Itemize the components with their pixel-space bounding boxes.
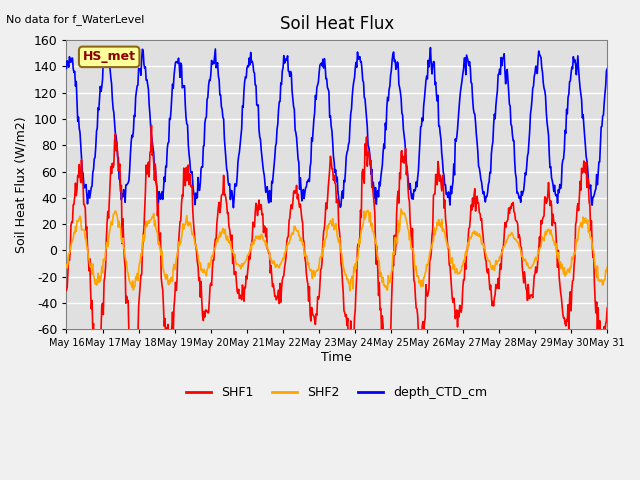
Text: No data for f_WaterLevel: No data for f_WaterLevel — [6, 14, 145, 25]
Text: HS_met: HS_met — [83, 50, 136, 63]
Y-axis label: Soil Heat Flux (W/m2): Soil Heat Flux (W/m2) — [15, 117, 28, 253]
X-axis label: Time: Time — [321, 351, 352, 364]
Title: Soil Heat Flux: Soil Heat Flux — [280, 15, 394, 33]
Legend: SHF1, SHF2, depth_CTD_cm: SHF1, SHF2, depth_CTD_cm — [181, 381, 493, 404]
